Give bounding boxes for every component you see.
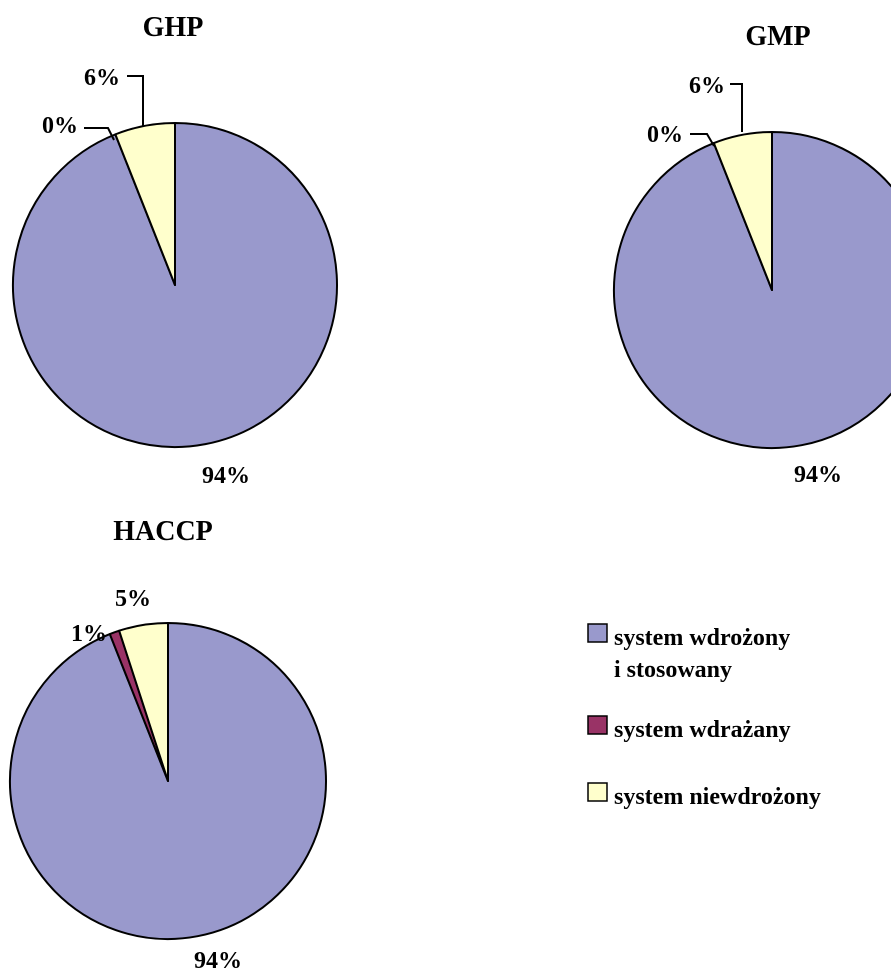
leader-line-gmp-system-wdrazany xyxy=(690,133,715,147)
pie-chart-gmp: GMP 94% 0%6% xyxy=(613,21,891,488)
pie-slice-gmp-system-niewdrozony xyxy=(712,131,773,291)
chart-title-haccp: HACCP xyxy=(113,516,213,547)
data-label-ghp-system-wdrazany: 0% xyxy=(42,113,78,139)
legend-swatch-system-wdrazany xyxy=(587,715,608,735)
data-label-haccp-system-niewdrozony: 5% xyxy=(115,586,151,612)
data-label-haccp-system-wdrazany: 1% xyxy=(71,621,107,647)
chart-title-ghp: GHP xyxy=(143,12,204,43)
legend-item-system-wdrozony-i-stosowany: system wdrożony i stosowany xyxy=(587,623,790,683)
data-label-gmp-system-niewdrozony: 6% xyxy=(689,73,725,99)
data-label-gmp-system-wdrazany: 0% xyxy=(647,122,683,148)
data-label-ghp-system-wdrozony-i-stosowany: 94% xyxy=(202,463,250,489)
legend: system wdrożony i stosowany system wdrażan… xyxy=(587,623,821,810)
leader-line-ghp-system-wdrazany xyxy=(84,127,115,141)
data-label-gmp-system-wdrozony-i-stosowany: 94% xyxy=(794,462,842,488)
data-label-ghp-system-niewdrozony: 6% xyxy=(84,65,120,91)
pie-chart-haccp: HACCP 94% 1% 5% xyxy=(9,516,327,974)
pie-slice-haccp-system-niewdrozony xyxy=(118,622,169,782)
leader-line-ghp-system-niewdrozony xyxy=(127,75,144,127)
legend-swatch-system-wdrozony-i-stosowany xyxy=(587,623,608,643)
legend-label-system-wdrozony-i-stosowany-line-1: system wdrożony xyxy=(614,625,790,651)
legend-label-system-wdrozony-i-stosowany-line-2: i stosowany xyxy=(614,657,732,683)
pie-slice-ghp-system-niewdrozony xyxy=(114,122,176,286)
legend-item-system-wdrazany: system wdrażany xyxy=(587,715,791,743)
leader-line-gmp-system-niewdrozony xyxy=(730,83,743,132)
pie-chart-ghp: GHP 94% 0%6% xyxy=(12,12,338,489)
legend-label-system-wdrazany: system wdrażany xyxy=(614,717,791,743)
legend-item-system-niewdrozony: system niewdrożony xyxy=(587,782,821,810)
pie-slice-gmp-system-wdrozony-i-stosowany xyxy=(613,131,891,449)
data-label-haccp-system-wdrozony-i-stosowany: 94% xyxy=(194,948,242,974)
chart-title-gmp: GMP xyxy=(745,21,810,52)
legend-label-system-niewdrozony: system niewdrożony xyxy=(614,784,821,810)
legend-swatch-system-niewdrozony xyxy=(587,782,608,802)
